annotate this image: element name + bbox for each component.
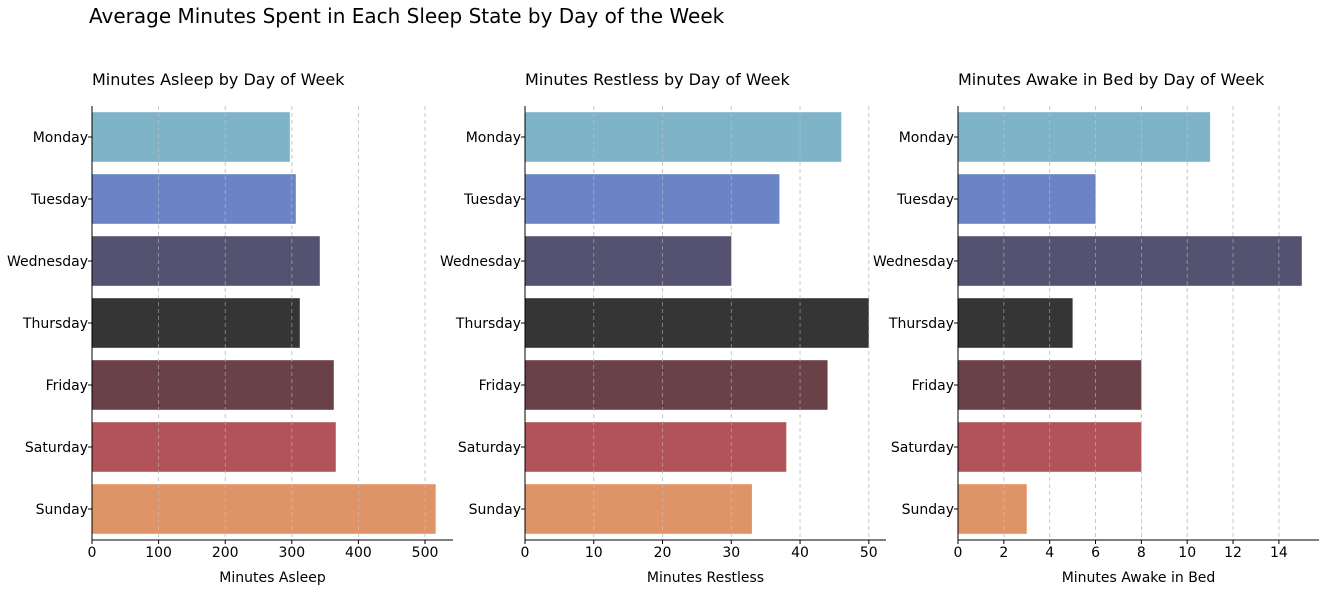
category-label: Friday: [479, 378, 521, 394]
bar: [92, 298, 300, 348]
x-tick-label: 20: [654, 545, 672, 561]
bar: [92, 484, 436, 534]
x-tick-label: 8: [1137, 545, 1146, 561]
category-label: Friday: [46, 378, 88, 394]
bar: [92, 360, 334, 410]
bar: [958, 236, 1302, 286]
x-axis-label: Minutes Asleep: [219, 570, 326, 586]
category-label: Saturday: [458, 440, 521, 456]
category-label: Thursday: [455, 316, 521, 332]
bar: [525, 360, 828, 410]
category-label: Monday: [466, 130, 521, 146]
x-tick-label: 300: [278, 545, 305, 561]
category-label: Wednesday: [873, 254, 954, 270]
bar: [525, 484, 752, 534]
category-label: Thursday: [888, 316, 954, 332]
x-tick-label: 40: [791, 545, 809, 561]
category-label: Saturday: [891, 440, 954, 456]
x-axis-label: Minutes Awake in Bed: [1062, 570, 1216, 586]
category-label: Monday: [33, 130, 88, 146]
category-label: Tuesday: [896, 192, 954, 208]
x-tick-label: 500: [412, 545, 439, 561]
x-tick-label: 0: [954, 545, 963, 561]
category-label: Tuesday: [463, 192, 521, 208]
category-label: Wednesday: [440, 254, 521, 270]
bar: [525, 174, 780, 224]
category-label: Sunday: [36, 502, 88, 518]
category-label: Sunday: [902, 502, 954, 518]
x-tick-label: 30: [722, 545, 740, 561]
x-tick-label: 0: [88, 545, 97, 561]
x-tick-label: 4: [1045, 545, 1054, 561]
x-tick-label: 12: [1224, 545, 1242, 561]
x-tick-label: 2: [999, 545, 1008, 561]
bar: [525, 422, 787, 472]
bar: [92, 112, 290, 162]
x-tick-label: 6: [1091, 545, 1100, 561]
x-tick-label: 400: [345, 545, 372, 561]
x-tick-label: 100: [145, 545, 172, 561]
bar: [958, 174, 1096, 224]
x-tick-label: 10: [1178, 545, 1196, 561]
category-label: Tuesday: [30, 192, 88, 208]
bar: [525, 236, 732, 286]
category-label: Sunday: [469, 502, 521, 518]
category-label: Wednesday: [7, 254, 88, 270]
x-tick-label: 50: [860, 545, 878, 561]
category-label: Friday: [912, 378, 954, 394]
bar: [958, 298, 1073, 348]
panel-title: Minutes Awake in Bed by Day of Week: [958, 70, 1265, 89]
bar: [92, 236, 320, 286]
category-label: Thursday: [22, 316, 88, 332]
x-tick-label: 10: [585, 545, 603, 561]
bar: [92, 174, 296, 224]
category-label: Monday: [899, 130, 954, 146]
category-label: Saturday: [25, 440, 88, 456]
x-tick-label: 14: [1270, 545, 1288, 561]
figure-title: Average Minutes Spent in Each Sleep Stat…: [89, 4, 725, 28]
x-axis-label: Minutes Restless: [647, 570, 764, 586]
panel-title: Minutes Asleep by Day of Week: [92, 70, 345, 89]
bar: [525, 112, 842, 162]
bar: [525, 298, 869, 348]
bar: [958, 484, 1027, 534]
bar: [958, 112, 1211, 162]
x-tick-label: 0: [521, 545, 530, 561]
panel-title: Minutes Restless by Day of Week: [525, 70, 790, 89]
x-tick-label: 200: [212, 545, 239, 561]
bar: [92, 422, 336, 472]
